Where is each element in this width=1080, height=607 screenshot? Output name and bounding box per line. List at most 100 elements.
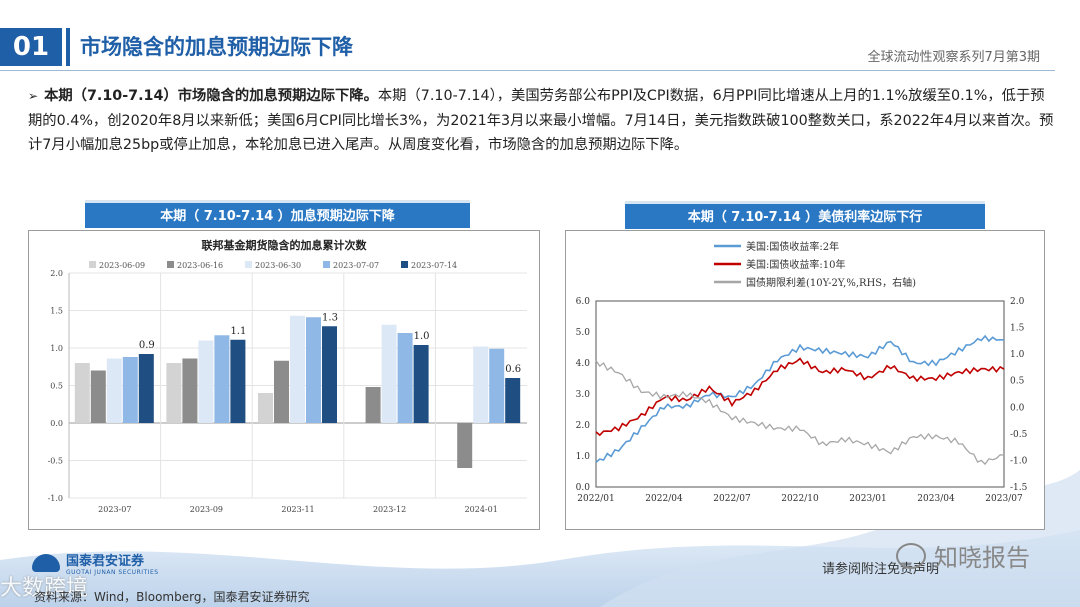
logo-mark-icon — [32, 554, 60, 572]
bar — [505, 378, 521, 423]
bar — [122, 357, 138, 423]
bar — [489, 348, 505, 423]
watermark-right-text: 知晓报告 — [934, 544, 1030, 572]
line-chart-panel: 6.0 5.0 4.0 3.0 2.0 1.0 0.0 2.0 1.5 1.0 0.5 0.0 -0.5… — [565, 230, 1045, 530]
series-line — [595, 360, 1005, 466]
bar — [198, 340, 214, 423]
y-left-tick-label: 6.0 — [576, 297, 591, 307]
title-divider — [0, 70, 1055, 71]
legend-label: 美国:国债收益率:2年 — [746, 240, 839, 253]
legend-swatch — [401, 261, 408, 268]
x-tick-label: 2023-12 — [373, 505, 406, 514]
bar — [473, 346, 489, 423]
bar — [166, 363, 182, 423]
bar — [381, 324, 397, 423]
wechat-icon — [896, 542, 926, 569]
y-right-tick-label: -1.0 — [1010, 456, 1028, 466]
line-chart: 6.0 5.0 4.0 3.0 2.0 1.0 0.0 2.0 1.5 1.0 0.5 0.0 -0.5… — [576, 240, 1028, 504]
legend-label: 2023-06-16 — [177, 261, 223, 270]
x-tick-label: 2023-07 — [98, 505, 131, 514]
y-right-tick-label: -0.5 — [1010, 430, 1028, 440]
bar — [138, 354, 154, 423]
data-label: 1.1 — [230, 326, 246, 337]
bar — [182, 358, 198, 423]
watermark-left: 大数跨境 — [0, 576, 89, 601]
x-tick-label: 2022/10 — [781, 494, 819, 504]
y-left-tick-label: 0.0 — [576, 483, 591, 493]
left-panel-title: 本期（ 7.10-7.14 ）加息预期边际下降 — [85, 200, 470, 228]
bar — [397, 333, 413, 423]
bullet-arrow-icon: ➢ — [28, 89, 39, 103]
data-label: 0.6 — [505, 364, 521, 375]
legend-label: 2023-06-09 — [99, 261, 145, 270]
bar — [214, 335, 230, 423]
plot-frame — [595, 300, 1005, 488]
legend-label: 2023-06-30 — [255, 261, 301, 270]
right-panel-title: 本期（ 7.10-7.14 ）美债利率边际下行 — [625, 201, 985, 229]
x-tick-label: 2023-11 — [281, 505, 314, 514]
x-tick-label: 2022/07 — [713, 494, 751, 504]
legend-label: 国债期限利差(10Y-2Y,%,RHS，右轴) — [746, 276, 916, 289]
legend-swatch — [89, 261, 96, 268]
bar — [365, 387, 381, 423]
y-left-tick-label: 5.0 — [576, 328, 591, 338]
title-accent-bar — [66, 28, 70, 66]
series-label: 全球流动性观察系列7月第3期 — [867, 50, 1040, 65]
bar — [322, 326, 337, 423]
series-line — [595, 334, 1004, 463]
y-right-tick-label: 0.0 — [1010, 403, 1025, 413]
y-left-tick-label: 4.0 — [576, 359, 591, 369]
series-line — [595, 357, 1005, 437]
y-left-tick-label: 2.0 — [576, 421, 591, 431]
bar — [230, 339, 246, 423]
y-left-tick-label: 3.0 — [576, 390, 591, 400]
y-right-tick-label: 0.5 — [1010, 377, 1025, 387]
data-label: 0.9 — [139, 340, 155, 351]
x-tick-label: 2023/01 — [849, 494, 886, 504]
page-title: 市场隐含的加息预期边际下降 — [80, 35, 353, 59]
legend-label: 美国:国债收益率:10年 — [746, 258, 845, 271]
source-note: 资料来源：Wind，Bloomberg，国泰君安证券研究 — [34, 590, 310, 604]
bar — [258, 393, 273, 423]
y-tick-label: 1.0 — [50, 344, 63, 353]
watermark-right: 知晓报告 — [896, 538, 1030, 573]
x-tick-label: 2024-01 — [465, 505, 498, 514]
x-tick-label: 2023/07 — [985, 494, 1023, 504]
company-logo: 国泰君安证券 GUOTAI JUNAN SECURITIES — [32, 550, 159, 576]
y-right-tick-label: 2.0 — [1010, 297, 1025, 307]
bar-chart-panel: 联邦基金期货隐含的加息累计次数 2023-06-09 2023-06-16 2023-… — [28, 230, 540, 530]
logo-name-en: GUOTAI JUNAN SECURITIES — [66, 569, 159, 576]
summary-lead: 本期（7.10-7.14）市场隐含的加息预期边际下降。 — [44, 88, 378, 104]
legend-swatch — [245, 261, 252, 268]
y-left-tick-label: 1.0 — [576, 452, 591, 462]
bar — [106, 358, 122, 423]
logo-name: 国泰君安证券 — [66, 554, 145, 569]
legend-label: 2023-07-07 — [333, 261, 379, 270]
x-tick-label: 2023/04 — [917, 494, 955, 504]
y-tick-label: 1.5 — [50, 307, 63, 316]
y-right-tick-label: 1.0 — [1010, 350, 1025, 360]
bar — [90, 370, 106, 423]
y-tick-label: -0.5 — [48, 457, 63, 466]
bar — [274, 360, 289, 423]
y-tick-label: 0.0 — [50, 419, 63, 428]
bar-chart: 联邦基金期货隐含的加息累计次数 2023-06-09 2023-06-16 2023-… — [48, 238, 527, 514]
chart-title: 联邦基金期货隐含的加息累计次数 — [202, 238, 368, 252]
bar — [413, 345, 429, 423]
summary-paragraph: ➢ 本期（7.10-7.14）市场隐含的加息预期边际下降。本期（7.10-7.14… — [28, 84, 1058, 158]
y-tick-label: -1.0 — [48, 494, 63, 503]
bar — [306, 317, 321, 423]
y-tick-label: 0.5 — [50, 382, 63, 391]
legend-swatch — [323, 261, 330, 268]
x-tick-label: 2022/01 — [577, 494, 614, 504]
bar — [290, 315, 305, 423]
legend-swatch — [167, 261, 174, 268]
data-label: 1.3 — [322, 312, 338, 323]
data-label: 1.0 — [414, 331, 430, 342]
section-number: 01 — [0, 28, 62, 66]
bar — [74, 363, 90, 423]
summary-text: 本期（7.10-7.14），美国劳务部公布PPI及CPI数据，6月PPI同比增速… — [28, 88, 1054, 153]
legend-label: 2023-07-14 — [411, 261, 457, 270]
y-right-tick-label: 1.5 — [1010, 324, 1025, 334]
y-tick-label: 2.0 — [50, 269, 63, 278]
